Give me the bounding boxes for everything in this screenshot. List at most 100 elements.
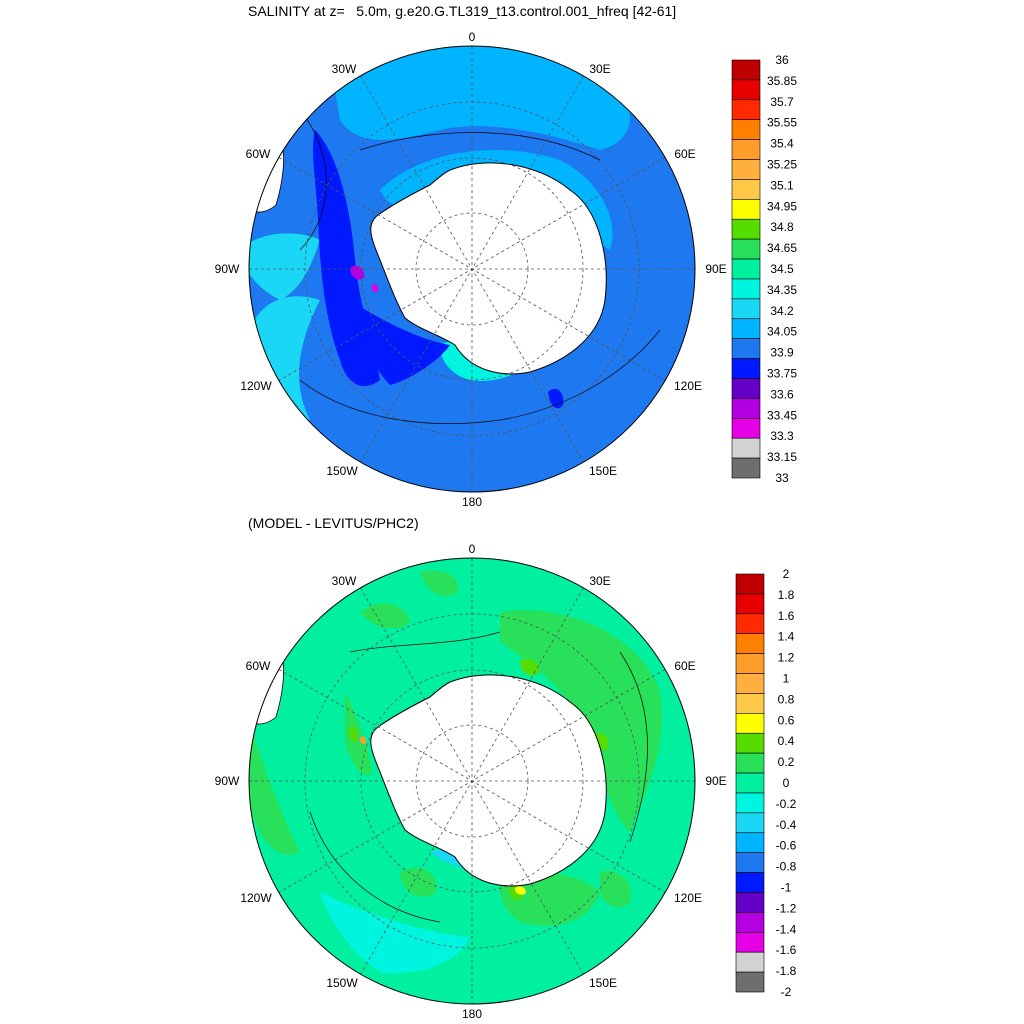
longitude-label: 60W <box>246 147 271 161</box>
colorbar-swatch <box>735 752 765 774</box>
colorbar-tick-label: 35.4 <box>770 137 794 151</box>
colorbar-tick-label: -1.8 <box>776 964 797 978</box>
longitude-label: 120E <box>674 891 702 905</box>
colorbar-tick-label: 1.2 <box>778 651 795 665</box>
bottom-longitude-labels: 0 30E 60E 90E 120E 150E 180 150W 120W 90W 60W 30W <box>215 542 727 1021</box>
longitude-label: 60W <box>246 659 271 673</box>
longitude-label: 120E <box>674 379 702 393</box>
longitude-label: 150W <box>326 464 358 478</box>
colorbar-swatch <box>735 931 765 953</box>
colorbar-tick-label: 35.85 <box>767 74 797 88</box>
longitude-label: 90W <box>215 262 240 276</box>
colorbar-swatch <box>731 139 761 160</box>
colorbar-tick-label: -0.4 <box>776 818 797 832</box>
colorbar-tick-label: 34.8 <box>770 220 794 234</box>
colorbar-tick-label: 1.6 <box>778 609 795 623</box>
colorbar-swatch <box>731 338 761 359</box>
colorbar-tick-label: -2 <box>781 985 792 999</box>
colorbar-tick-label: 33.45 <box>767 408 797 422</box>
colorbar-tick-label: 34.95 <box>767 199 797 213</box>
difference-field <box>249 558 695 1004</box>
colorbar-tick-label: 35.1 <box>770 178 794 192</box>
longitude-label: 90E <box>705 262 726 276</box>
colorbar-swatch <box>731 358 761 379</box>
colorbar-swatch <box>735 613 765 635</box>
colorbar-tick-label: 34.5 <box>770 262 794 276</box>
longitude-label: 90W <box>215 774 240 788</box>
colorbar-swatch <box>731 199 761 220</box>
colorbar-swatch <box>731 79 761 101</box>
colorbar-swatch <box>735 832 765 853</box>
colorbar-tick-label: 33.15 <box>767 450 797 464</box>
colorbar-swatch <box>731 417 761 439</box>
longitude-label: 30E <box>589 62 610 76</box>
bottom-map-title: (MODEL - LEVITUS/PHC2) <box>248 515 419 531</box>
colorbar-swatch <box>735 653 765 674</box>
colorbar-tick-label: -1 <box>781 881 792 895</box>
salinity-difference-polar-map: 0 30E 60E 90E 120E 150E 180 150W 120W 90W 60W 30W 2… <box>215 542 797 1021</box>
colorbar-swatch <box>731 218 761 240</box>
colorbar-swatch <box>735 573 765 595</box>
colorbar-tick-label: 34.35 <box>767 283 797 297</box>
colorbar-swatch <box>735 951 765 973</box>
longitude-label: 120W <box>240 379 272 393</box>
longitude-label: 30E <box>589 574 610 588</box>
top-longitude-labels: 0 30E 60E 90E 120E 150E 180 150W 120W 90W 60W 30W <box>215 30 727 509</box>
longitude-label: 60E <box>674 659 695 673</box>
colorbar-tick-label: -0.2 <box>776 797 797 811</box>
longitude-label: 180 <box>462 495 482 509</box>
top-map-border <box>248 45 696 493</box>
longitude-label: 30W <box>332 62 357 76</box>
longitude-label: 90E <box>705 774 726 788</box>
colorbar-swatch <box>731 278 761 300</box>
colorbar-tick-label: 34.2 <box>770 304 794 318</box>
longitude-label: 0 <box>469 30 476 44</box>
top-colorbar: 36 35.85 35.7 35.55 35.4 35.25 35.1 34.95 34.8 34… <box>731 53 797 485</box>
salinity-polar-map: 0 30E 60E 90E 120E 150E 180 150W 120W 90W 60W 30W 3… <box>215 30 798 509</box>
colorbar-tick-label: 0 <box>783 776 790 790</box>
colorbar-swatch <box>731 59 761 81</box>
colorbar-tick-label: -1.4 <box>776 922 797 936</box>
colorbar-tick-label: 33.75 <box>767 367 797 381</box>
longitude-label: 150E <box>589 464 617 478</box>
colorbar-tick-label: 35.55 <box>767 116 797 130</box>
colorbar-swatch <box>731 99 761 121</box>
colorbar-tick-label: 36 <box>775 53 789 67</box>
longitude-label: 30W <box>332 574 357 588</box>
colorbar-swatch <box>731 119 761 140</box>
top-graticule <box>249 46 695 492</box>
colorbar-swatch <box>731 298 761 320</box>
colorbar-tick-label: 1.4 <box>778 630 795 644</box>
colorbar-swatch <box>731 159 761 180</box>
longitude-label: 120W <box>240 891 272 905</box>
colorbar-swatch <box>731 238 761 260</box>
longitude-label: 180 <box>462 1007 482 1021</box>
colorbar-swatch <box>735 792 765 814</box>
colorbar-tick-label: 33.6 <box>770 387 794 401</box>
colorbar-swatch <box>735 732 765 754</box>
colorbar-swatch <box>735 633 765 654</box>
colorbar-tick-label: 34.65 <box>767 241 797 255</box>
colorbar-tick-label: 1.8 <box>778 588 795 602</box>
longitude-label: 150E <box>589 976 617 990</box>
colorbar-swatch <box>735 912 765 933</box>
colorbar-swatch <box>731 437 761 459</box>
colorbar-swatch <box>731 258 761 280</box>
colorbar-tick-label: 0.4 <box>778 734 795 748</box>
colorbar-swatch <box>735 693 765 714</box>
top-map-title: SALINITY at z= 5.0m, g.e20.G.TL319_t13.c… <box>248 3 677 19</box>
salinity-field <box>249 46 695 492</box>
colorbar-swatch <box>735 772 765 794</box>
longitude-label: 60E <box>674 147 695 161</box>
colorbar-swatch <box>731 457 761 479</box>
colorbar-tick-label: -0.8 <box>776 860 797 874</box>
colorbar-swatch <box>735 593 765 615</box>
colorbar-tick-label: 33.3 <box>770 429 794 443</box>
colorbar-swatch <box>731 179 761 200</box>
longitude-label: 0 <box>469 542 476 556</box>
colorbar-tick-label: -1.2 <box>776 901 797 915</box>
colorbar-tick-label: 2 <box>783 567 790 581</box>
colorbar-tick-label: 33 <box>775 471 789 485</box>
colorbar-tick-label: 0.2 <box>778 755 795 769</box>
colorbar-tick-label: 34.05 <box>767 325 797 339</box>
